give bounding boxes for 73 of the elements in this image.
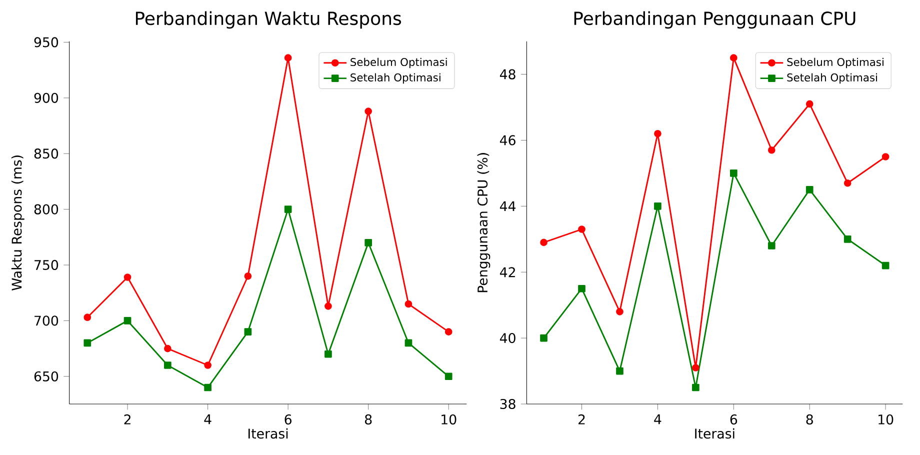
x-tick-label: 6	[730, 414, 738, 425]
point	[768, 146, 776, 154]
point	[404, 300, 412, 308]
point	[84, 339, 92, 347]
x-tick-label: 6	[284, 414, 292, 425]
x-tick-label: 10	[442, 414, 456, 425]
point	[578, 226, 586, 234]
point	[204, 362, 212, 370]
point	[364, 239, 372, 247]
x-tick-label: 2	[124, 414, 130, 424]
x-tick-label: 10	[878, 414, 894, 425]
y-tick-label: 650	[34, 371, 58, 382]
point	[244, 328, 252, 336]
point	[164, 345, 172, 352]
point	[284, 206, 292, 214]
point	[404, 339, 412, 347]
point	[124, 317, 132, 325]
chart-title: Perbandingan Waktu Respons	[136, 11, 402, 29]
x-tick-label: 4	[654, 414, 662, 424]
x-tick-label: 8	[806, 414, 813, 425]
point	[444, 372, 452, 380]
point	[324, 350, 332, 358]
chart-title: Perbandingan Penggunaan CPU	[574, 11, 856, 29]
point	[84, 314, 92, 322]
point	[324, 302, 332, 310]
point	[654, 202, 662, 210]
x-tick-label: 8	[365, 414, 372, 425]
x-axis-title: Iterasi	[248, 428, 288, 439]
point	[364, 108, 372, 116]
y-tick-label: 700	[34, 316, 58, 326]
point	[844, 236, 852, 243]
point	[730, 170, 738, 178]
point	[444, 328, 452, 336]
point	[806, 100, 814, 108]
legend-label: Setelah Optimasi	[787, 73, 878, 84]
point	[844, 180, 852, 187]
point	[654, 130, 662, 138]
y-axis-title: Penggunaan CPU (%)	[477, 153, 490, 292]
point	[578, 285, 586, 292]
y-tick-label: 42	[500, 267, 515, 278]
y-tick-label: 40	[500, 333, 516, 344]
point	[882, 262, 890, 270]
point	[692, 364, 700, 372]
y-tick-label: 48	[500, 69, 516, 80]
point	[730, 54, 738, 62]
y-tick-label: 38	[500, 399, 516, 410]
point	[540, 334, 548, 342]
point	[692, 384, 700, 392]
y-tick-label: 800	[34, 204, 58, 214]
point	[204, 384, 212, 392]
legend-label: Setelah Optimasi	[350, 73, 440, 84]
y-tick-label: 950	[34, 37, 58, 48]
point	[616, 308, 624, 316]
y-tick-label: 44	[500, 201, 516, 212]
point	[806, 186, 814, 194]
legend-label: Sebelum Optimasi	[787, 58, 884, 68]
y-tick-label: 750	[34, 260, 58, 270]
point	[768, 242, 776, 250]
point	[882, 153, 890, 161]
x-axis-title: Iterasi	[695, 428, 734, 439]
x-tick-label: 4	[204, 414, 212, 424]
point	[284, 54, 292, 62]
point	[244, 272, 252, 280]
x-tick-label: 2	[578, 414, 585, 424]
y-tick-label: 900	[34, 93, 58, 104]
point	[616, 368, 624, 375]
y-tick-label: 46	[500, 135, 516, 146]
point	[540, 238, 548, 246]
point	[124, 274, 132, 282]
y-tick-label: 850	[34, 148, 58, 159]
y-axis-title: Waktu Respons (ms)	[11, 156, 24, 291]
point	[164, 362, 172, 370]
legend-label: Sebelum Optimasi	[350, 58, 447, 68]
